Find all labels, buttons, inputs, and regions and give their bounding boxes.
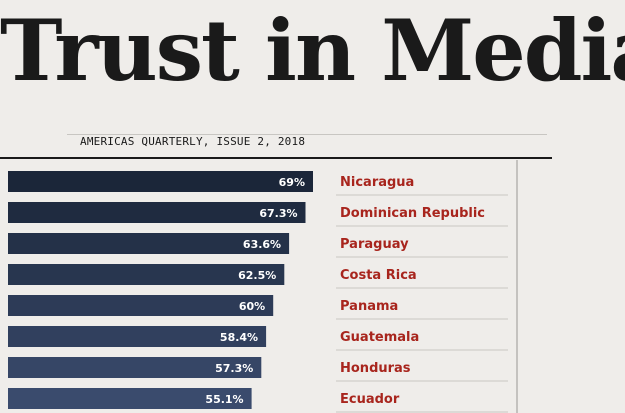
bar: [8, 295, 274, 316]
page-title: Trust in Media: [0, 1, 625, 100]
bar: [8, 326, 267, 347]
bar-value-label: 57.3%: [215, 362, 253, 375]
category-label: Ecuador: [340, 392, 400, 407]
bar-value-label: 60%: [239, 300, 265, 313]
bar-value-label: 55.1%: [205, 393, 243, 406]
bar: [8, 233, 290, 254]
category-label: Dominican Republic: [340, 206, 485, 221]
bar-value-label: 63.6%: [243, 238, 281, 251]
bar-value-label: 62.5%: [238, 269, 276, 282]
divider-thin: [67, 134, 547, 135]
divider-thick: [0, 157, 552, 159]
bar-value-label: 69%: [279, 176, 305, 189]
source-subtitle: AMERICAS QUARTERLY, ISSUE 2, 2018: [80, 135, 306, 148]
bar-value-label: 67.3%: [259, 207, 297, 220]
bar: [8, 202, 306, 223]
category-label: Panama: [340, 299, 398, 314]
bar-value-label: 58.4%: [220, 331, 258, 344]
category-label: Honduras: [340, 361, 411, 376]
category-label: Paraguay: [340, 237, 409, 252]
bar: [8, 388, 252, 409]
category-label: Guatemala: [340, 330, 419, 345]
category-label: Costa Rica: [340, 268, 417, 283]
bar: [8, 171, 313, 192]
bar: [8, 264, 285, 285]
category-label: Nicaragua: [340, 175, 414, 190]
bar: [8, 357, 262, 378]
